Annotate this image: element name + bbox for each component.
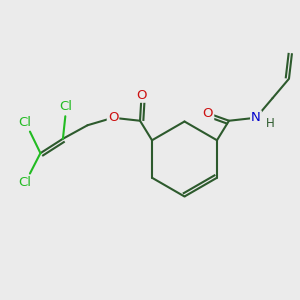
- Text: N: N: [251, 111, 261, 124]
- Text: O: O: [108, 111, 118, 124]
- Text: O: O: [136, 89, 147, 102]
- Text: H: H: [266, 117, 275, 130]
- Text: Cl: Cl: [59, 100, 72, 113]
- Text: O: O: [203, 107, 213, 120]
- Text: Cl: Cl: [18, 176, 31, 189]
- Text: Cl: Cl: [18, 116, 31, 129]
